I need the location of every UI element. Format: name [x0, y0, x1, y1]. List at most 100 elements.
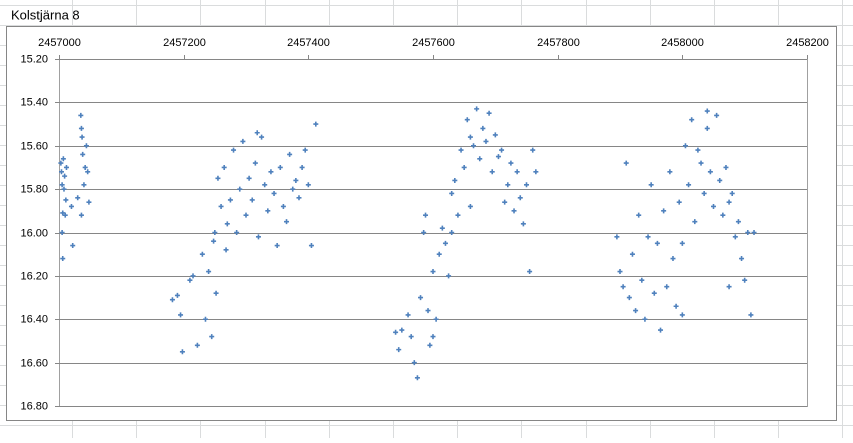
point — [202, 316, 208, 322]
point — [636, 212, 642, 218]
y-tick-label: 15.80 — [20, 183, 48, 195]
point — [711, 203, 716, 209]
point — [414, 375, 420, 381]
point — [78, 212, 84, 218]
point — [58, 169, 64, 175]
point — [290, 186, 296, 192]
point — [62, 212, 68, 218]
point — [511, 208, 517, 214]
point — [63, 164, 69, 170]
point — [714, 112, 720, 118]
point — [313, 121, 319, 127]
point — [449, 230, 455, 235]
point — [670, 256, 676, 262]
point — [284, 219, 290, 225]
point — [642, 316, 648, 322]
point — [280, 203, 286, 209]
point — [742, 277, 748, 283]
point — [751, 230, 757, 235]
point — [717, 177, 723, 183]
point — [277, 164, 283, 170]
point — [527, 269, 533, 275]
y-tick-label: 15.40 — [20, 96, 48, 108]
point — [452, 177, 458, 183]
point — [59, 182, 65, 188]
point — [430, 334, 436, 340]
point — [178, 312, 184, 318]
point — [745, 230, 751, 235]
point — [658, 327, 664, 333]
point — [667, 169, 673, 175]
point — [533, 169, 539, 175]
point — [187, 277, 193, 283]
point — [399, 327, 405, 333]
point — [530, 147, 536, 153]
point — [213, 290, 219, 296]
point — [293, 177, 299, 183]
x-tick-label: 2457600 — [412, 37, 455, 49]
point — [287, 151, 293, 157]
point — [689, 117, 695, 123]
point — [246, 175, 252, 181]
point — [467, 134, 473, 140]
point — [455, 212, 461, 218]
point — [679, 240, 685, 246]
x-tick-label: 2458200 — [786, 37, 829, 49]
point — [492, 132, 498, 138]
point — [471, 143, 477, 149]
point — [262, 182, 268, 188]
point — [59, 230, 65, 235]
point — [86, 199, 92, 205]
point — [274, 243, 280, 249]
point — [686, 182, 692, 188]
point — [623, 160, 629, 166]
point — [446, 273, 452, 279]
point — [682, 143, 688, 149]
point — [626, 295, 632, 301]
point — [676, 199, 682, 205]
point — [308, 243, 314, 249]
point — [218, 203, 224, 209]
point — [169, 297, 175, 303]
point — [704, 125, 710, 131]
point — [524, 182, 529, 188]
point — [449, 190, 455, 196]
chart-area — [6, 26, 837, 421]
y-tick-label: 16.80 — [20, 400, 48, 412]
y-tick-label: 16.20 — [20, 270, 48, 282]
point — [639, 277, 645, 283]
point — [418, 295, 424, 301]
point — [464, 117, 470, 123]
point — [436, 251, 442, 257]
point — [645, 234, 651, 240]
point — [227, 197, 233, 203]
point — [249, 197, 255, 203]
point — [483, 138, 489, 144]
point — [190, 273, 196, 279]
x-tick-label: 2457200 — [163, 37, 206, 49]
point — [243, 212, 249, 218]
point — [701, 190, 707, 196]
point — [305, 182, 311, 188]
point — [78, 125, 84, 131]
point — [58, 160, 64, 166]
point — [679, 312, 685, 318]
point — [433, 316, 439, 322]
point — [231, 147, 237, 153]
point — [299, 164, 305, 170]
point — [458, 147, 464, 153]
point — [726, 199, 732, 205]
point — [209, 334, 215, 340]
point — [425, 308, 431, 314]
point — [427, 342, 433, 348]
point — [620, 284, 626, 290]
point — [467, 203, 473, 209]
point — [692, 219, 698, 225]
point — [206, 269, 212, 275]
point — [265, 208, 271, 214]
point — [499, 147, 505, 153]
point — [430, 269, 436, 275]
point — [423, 212, 429, 218]
point — [240, 138, 246, 144]
point — [255, 234, 261, 240]
